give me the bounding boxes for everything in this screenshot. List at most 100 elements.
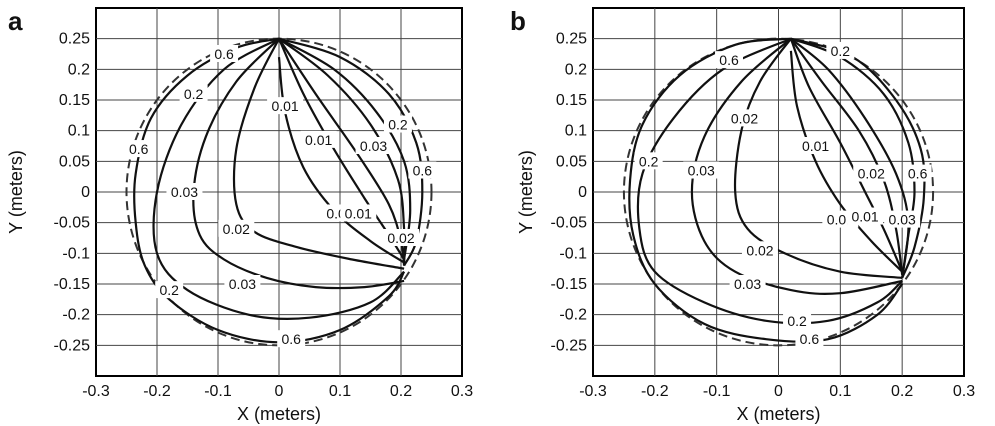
y-tick-label: -0.2 xyxy=(559,307,587,324)
y-tick-label: -0.1 xyxy=(62,245,90,262)
contour-line-0-6 xyxy=(133,37,406,344)
contour-label-background xyxy=(795,330,824,348)
contour-label-background xyxy=(715,51,744,69)
y-tick-label: -0.05 xyxy=(54,215,91,232)
x-tick-label: -0.1 xyxy=(703,383,731,400)
contour-label: 0.6 xyxy=(214,46,234,62)
y-tick-label: 0.1 xyxy=(565,123,587,140)
boundary-circle xyxy=(622,37,935,347)
contour-label: 0.2 xyxy=(184,86,204,102)
contour-label-background xyxy=(797,137,834,154)
contour-label: 0.6 xyxy=(719,52,739,68)
contour-label: 0.6 xyxy=(800,331,820,347)
y-tick-label: 0.2 xyxy=(565,61,587,78)
contour-label-background xyxy=(155,281,184,299)
contour-label-background xyxy=(826,41,855,59)
y-tick-label: 0 xyxy=(578,184,587,201)
contour-label-background xyxy=(783,311,812,329)
y-tick-label: 0.25 xyxy=(59,31,90,48)
contour-label-background xyxy=(124,140,153,158)
contour-label: 0.6 xyxy=(129,141,149,157)
contour-label: 0.2 xyxy=(388,117,408,133)
contour-label-background xyxy=(729,275,766,292)
y-tick-label: -0.15 xyxy=(54,276,91,293)
x-tick-label: 0.1 xyxy=(829,383,851,400)
contour-label-background xyxy=(340,204,377,222)
y-tick-label: -0.2 xyxy=(62,307,90,324)
contour-label-background xyxy=(408,161,437,179)
contour-line-0-01 xyxy=(789,50,903,273)
contour-line-0-2 xyxy=(636,37,903,325)
y-tick-label: 0.25 xyxy=(556,31,587,48)
y-axis-title: Y (meters) xyxy=(516,150,536,234)
contour-label: 0.02 xyxy=(387,230,414,246)
y-tick-label: 0.15 xyxy=(59,92,90,109)
contour-line-0-2 xyxy=(278,37,412,260)
contour-label: 0.01 xyxy=(305,132,332,148)
contour-label: 0.03 xyxy=(229,276,256,292)
x-tick-label: 0.2 xyxy=(891,383,913,400)
contour-label-background xyxy=(179,84,208,102)
x-tick-label: -0.1 xyxy=(204,383,232,400)
contour-label: 0.6 xyxy=(908,166,928,182)
contour-label: 0.6 xyxy=(281,331,301,347)
contour-label-background xyxy=(853,164,890,182)
contour-label-background xyxy=(224,275,261,292)
contour-label-background xyxy=(634,152,663,170)
contour-label-background xyxy=(383,229,419,246)
contour-label: 0.2 xyxy=(159,282,179,298)
contour-label-background xyxy=(383,115,412,133)
contour-line-0-02 xyxy=(790,38,904,275)
contour-label-background xyxy=(210,45,239,62)
contour-label: 0.01 xyxy=(851,209,878,225)
x-tick-label: 0.2 xyxy=(390,383,412,400)
x-tick-label: 0 xyxy=(275,383,284,400)
x-tick-label: 0.1 xyxy=(329,383,351,400)
contour-label-background xyxy=(267,97,304,115)
contour-label: 0.01 xyxy=(802,138,829,154)
contour-label-background xyxy=(683,161,720,179)
y-tick-label: 0.05 xyxy=(556,153,587,170)
contour-label: 0.02 xyxy=(731,110,758,126)
contour-label-background xyxy=(218,219,255,237)
contour-label-background xyxy=(166,183,203,200)
panel-letter: b xyxy=(510,6,526,36)
panel-b: -0.3 -0.2 -0.1 0 0.1 0.2 0.3 0.25 0.2 0.15 0.1 0.05… xyxy=(510,6,975,424)
contour-line-0-6 xyxy=(628,37,904,343)
y-tick-label: 0.2 xyxy=(68,61,90,78)
contour-label: 0.2 xyxy=(831,43,851,59)
contour-label-background xyxy=(847,207,884,225)
contour-label: 0.03 xyxy=(889,212,916,228)
contour-label-background xyxy=(726,109,763,127)
contour-line-0-03 xyxy=(690,37,903,295)
contour-label: 0.6 xyxy=(413,163,433,179)
contour-label-background xyxy=(277,330,306,348)
x-tick-label: -0.2 xyxy=(641,383,669,400)
y-tick-label: 0 xyxy=(81,184,90,201)
contour-label: 0.2 xyxy=(787,313,807,329)
x-tick-label: -0.2 xyxy=(143,383,171,400)
contour-label-background xyxy=(300,130,337,148)
x-axis-title: X (meters) xyxy=(736,404,820,424)
y-tick-label: 0.05 xyxy=(59,153,90,170)
x-axis-title: X (meters) xyxy=(237,404,321,424)
contour-line-0-03 xyxy=(192,37,405,290)
y-tick-label: -0.15 xyxy=(551,276,588,293)
y-tick-label: -0.25 xyxy=(54,337,91,354)
contour-label: 0.01 xyxy=(345,205,372,221)
x-tick-label: 0 xyxy=(774,383,783,400)
y-axis-title: Y (meters) xyxy=(6,150,26,234)
contour-label: 0.03 xyxy=(360,138,387,154)
contour-label: 0.03 xyxy=(171,184,198,200)
y-tick-label: -0.1 xyxy=(559,245,587,262)
contour-label: 0.01 xyxy=(271,98,298,114)
contour-label-background xyxy=(903,164,932,182)
contour-label-background xyxy=(355,137,392,154)
x-tick-label: -0.3 xyxy=(579,383,607,400)
panel-a: -0.3 -0.2 -0.1 0 0.1 0.2 0.3 0.25 0.2 0.15 0.1 0.05… xyxy=(6,6,473,424)
contour-label-background xyxy=(741,241,778,259)
contour-label-background xyxy=(884,210,921,228)
y-tick-label: -0.05 xyxy=(551,215,588,232)
panel-letter: a xyxy=(8,6,23,36)
